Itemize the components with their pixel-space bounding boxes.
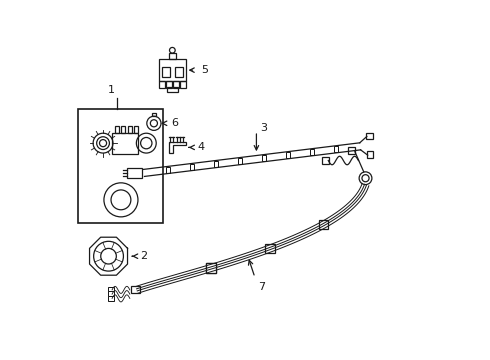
- Bar: [214, 161, 219, 167]
- Bar: [108, 291, 114, 296]
- Bar: [108, 287, 114, 292]
- Bar: [319, 220, 328, 229]
- Bar: [134, 126, 138, 132]
- Circle shape: [359, 172, 372, 185]
- Bar: [130, 286, 141, 293]
- Bar: [127, 168, 142, 178]
- Text: 5: 5: [201, 65, 208, 75]
- Bar: [169, 53, 176, 59]
- Text: 4: 4: [197, 143, 204, 152]
- Bar: [238, 158, 243, 164]
- Bar: [78, 109, 164, 222]
- Text: 6: 6: [172, 118, 179, 128]
- Text: 7: 7: [259, 282, 266, 292]
- Bar: [334, 146, 339, 153]
- Bar: [166, 167, 171, 173]
- Bar: [322, 157, 329, 164]
- Bar: [266, 244, 274, 253]
- Bar: [152, 113, 156, 116]
- Bar: [286, 152, 291, 158]
- Bar: [348, 147, 355, 154]
- Text: 1: 1: [108, 85, 115, 95]
- Bar: [175, 67, 183, 77]
- Text: 2: 2: [141, 251, 147, 261]
- Bar: [262, 155, 267, 161]
- Bar: [366, 133, 372, 139]
- Bar: [173, 81, 179, 88]
- Bar: [162, 67, 170, 77]
- Bar: [180, 81, 186, 88]
- Bar: [115, 126, 119, 132]
- Bar: [310, 149, 315, 156]
- Bar: [159, 59, 186, 81]
- Text: 3: 3: [260, 122, 267, 132]
- Bar: [108, 296, 114, 301]
- Bar: [112, 132, 139, 154]
- Bar: [121, 126, 125, 132]
- Bar: [159, 81, 165, 88]
- Bar: [206, 264, 216, 273]
- Bar: [166, 81, 172, 88]
- Bar: [367, 151, 373, 158]
- Bar: [127, 126, 132, 132]
- Bar: [206, 264, 216, 273]
- Bar: [167, 87, 178, 92]
- Bar: [190, 164, 195, 170]
